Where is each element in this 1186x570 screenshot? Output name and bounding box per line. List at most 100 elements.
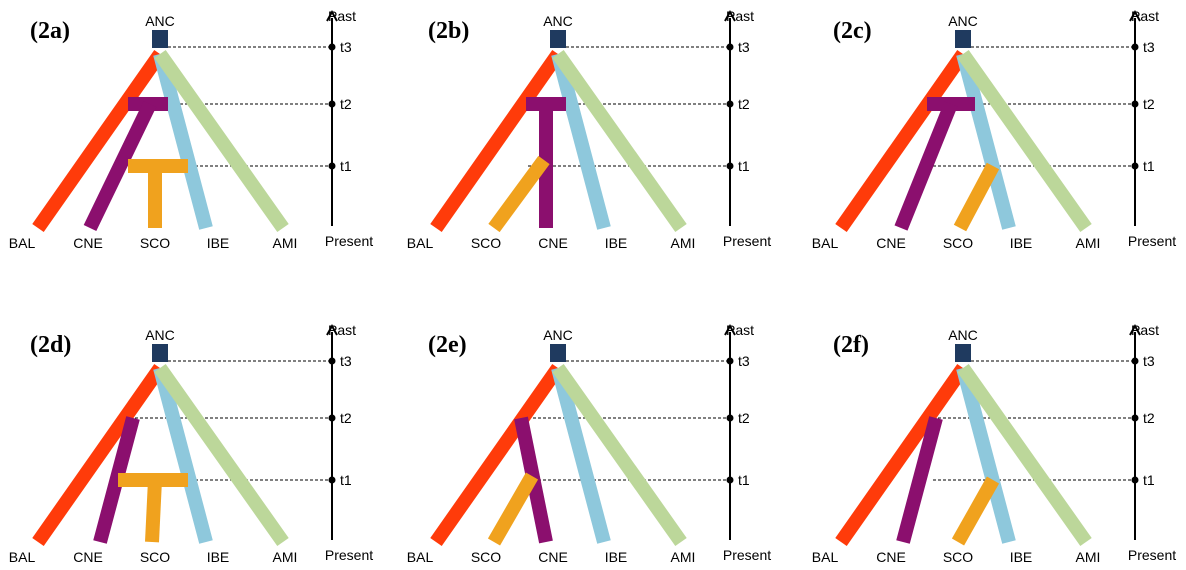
branch-IBE — [551, 366, 611, 544]
leaf-label-SCO: SCO — [140, 549, 170, 565]
branch-IBE — [153, 366, 213, 544]
time-label: t1 — [1143, 472, 1155, 488]
leaf-label-CNE: CNE — [876, 235, 906, 251]
leaf-label-IBE: IBE — [1010, 235, 1033, 251]
leaf-label-IBE: IBE — [207, 549, 230, 565]
axis-arrow-icon — [326, 9, 338, 22]
branch-AMI — [154, 49, 289, 233]
time-label: t3 — [738, 39, 750, 55]
past-label: Past — [726, 8, 754, 24]
time-point — [1131, 43, 1139, 51]
leaf-label-BAL: BAL — [812, 235, 839, 251]
leaf-label-AMI: AMI — [1076, 549, 1101, 565]
branch-BAL — [430, 363, 564, 547]
root-label: ANC — [145, 327, 175, 343]
root-node — [152, 344, 168, 362]
leaf-label-IBE: IBE — [1010, 549, 1033, 565]
time-label: t2 — [738, 410, 750, 426]
leaf-label-AMI: AMI — [273, 235, 298, 251]
time-point — [328, 414, 336, 422]
branch-CNE — [93, 416, 140, 544]
time-label: t2 — [1143, 96, 1155, 112]
branch-BAL — [32, 363, 166, 547]
past-label: Past — [726, 322, 754, 338]
time-label: t2 — [738, 96, 750, 112]
branch-SCO — [487, 472, 539, 546]
leaf-label-BAL: BAL — [407, 235, 434, 251]
root-label: ANC — [948, 13, 978, 29]
leaf-label-CNE: CNE — [538, 235, 568, 251]
leaf-label-AMI: AMI — [671, 549, 696, 565]
time-point — [726, 162, 734, 170]
leaf-label-BAL: BAL — [9, 235, 36, 251]
root-node — [955, 30, 971, 48]
time-label: t2 — [340, 410, 352, 426]
present-label: Present — [325, 547, 373, 563]
time-point — [726, 414, 734, 422]
time-label: t1 — [340, 472, 352, 488]
leaf-label-IBE: IBE — [207, 235, 230, 251]
past-label: Past — [328, 8, 356, 24]
panel-title: (2e) — [428, 332, 467, 358]
time-point — [328, 476, 336, 484]
root-label: ANC — [948, 327, 978, 343]
root-node — [955, 344, 971, 362]
past-label: Past — [1131, 8, 1159, 24]
leaf-label-SCO: SCO — [471, 235, 501, 251]
panel-title: (2d) — [30, 332, 71, 358]
branch-BAL — [835, 363, 969, 547]
leaf-label-BAL: BAL — [9, 549, 36, 565]
panel-2f: (2f) ANC Past Present t3 t2 t1 BAL CNE SCO IBE AMI — [812, 322, 1176, 565]
root-node — [152, 30, 168, 48]
branch-AMI — [957, 49, 1092, 233]
branch-IBE — [153, 52, 213, 230]
root-label: ANC — [543, 13, 573, 29]
axis-arrow-icon — [1129, 323, 1141, 336]
leaf-label-BAL: BAL — [407, 549, 434, 565]
branch-BAL — [32, 49, 166, 233]
root-node — [550, 344, 566, 362]
leaf-label-SCO: SCO — [471, 549, 501, 565]
panel-title: (2a) — [30, 18, 70, 44]
time-label: t3 — [738, 353, 750, 369]
leaf-label-SCO: SCO — [140, 235, 170, 251]
panel-2c: (2c) ANC Past Present t3 t2 t1 BAL CNE SCO IBE AMI — [812, 8, 1176, 251]
branch-CNE — [894, 101, 958, 231]
present-label: Present — [1128, 233, 1176, 249]
time-point — [1131, 100, 1139, 108]
branch-BAL — [430, 49, 564, 233]
time-label: t3 — [340, 39, 352, 55]
time-label: t2 — [340, 96, 352, 112]
leaf-label-AMI: AMI — [1076, 235, 1101, 251]
time-point — [726, 476, 734, 484]
branch-SCO — [951, 476, 1000, 546]
axis-arrow-icon — [724, 9, 736, 22]
branch-IBE — [551, 52, 611, 230]
axis-arrow-icon — [1129, 9, 1141, 22]
root-label: ANC — [145, 13, 175, 29]
time-point — [328, 357, 336, 365]
leaf-label-AMI: AMI — [671, 235, 696, 251]
panel-title: (2c) — [833, 18, 872, 44]
panel-title: (2f) — [833, 332, 869, 358]
time-label: t1 — [738, 472, 750, 488]
past-label: Past — [328, 322, 356, 338]
leaf-label-CNE: CNE — [73, 549, 103, 565]
branch-AMI — [154, 363, 289, 547]
time-point — [328, 100, 336, 108]
leaf-label-BAL: BAL — [812, 549, 839, 565]
branch-CNE — [896, 416, 943, 544]
axis-arrow-icon — [724, 323, 736, 336]
branch-CNE — [83, 100, 157, 232]
root-label: ANC — [543, 327, 573, 343]
time-label: t3 — [1143, 353, 1155, 369]
time-label: t3 — [1143, 39, 1155, 55]
branch-AMI — [552, 49, 687, 233]
branch-SCO — [953, 162, 1000, 232]
past-label: Past — [1131, 322, 1159, 338]
panel-title: (2b) — [428, 18, 469, 44]
time-point — [726, 43, 734, 51]
leaf-label-CNE: CNE — [73, 235, 103, 251]
time-point — [328, 43, 336, 51]
